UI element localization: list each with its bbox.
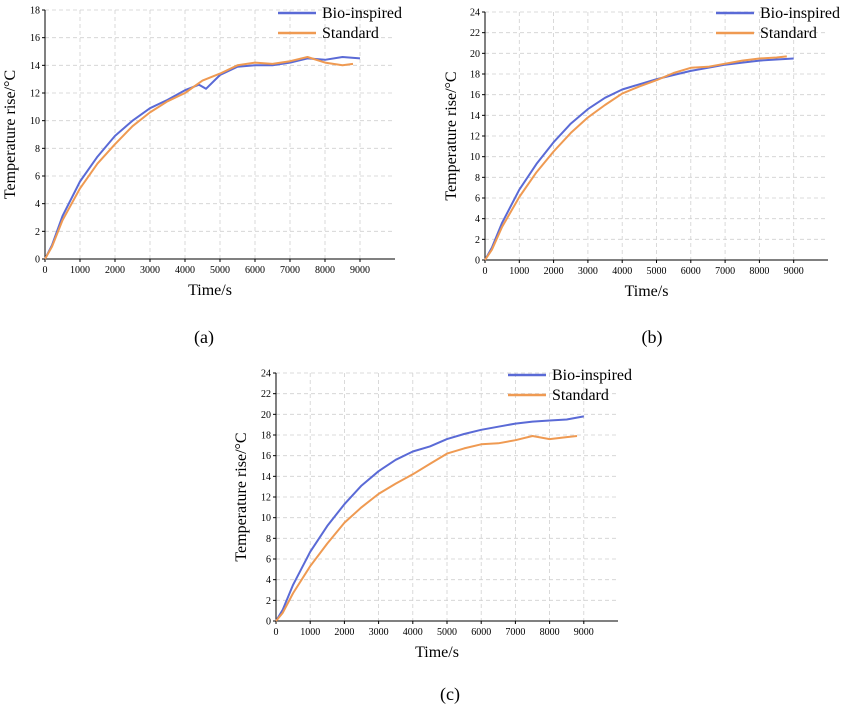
y-tick-label: 22 [470,28,480,39]
x-axis-title: Time/s [415,644,459,661]
x-tick-label: 5000 [437,627,457,638]
y-axis-title: Temperature rise/°C [443,71,460,200]
x-tick-label: 9000 [574,627,594,638]
legend-label: Bio-inspired [322,5,402,22]
x-tick-label: 3000 [578,266,598,277]
series-line-standard [484,55,787,261]
series-line-bio-inspired [44,56,361,260]
x-tick-label: 3000 [369,627,389,638]
x-tick-label: 8000 [540,627,560,638]
y-tick-label: 10 [261,513,271,524]
y-tick-label: 10 [30,116,40,127]
legend-label: Standard [760,25,817,42]
x-tick-label: 2000 [334,627,354,638]
legend-label: Standard [552,387,609,404]
y-tick-label: 2 [475,235,480,246]
y-tick-label: 4 [475,214,480,225]
y-tick-label: 16 [261,451,271,462]
x-tick-label: 6000 [471,627,491,638]
y-tick-label: 4 [266,575,271,586]
series-line-standard [275,435,578,622]
x-tick-label: 5000 [210,265,230,276]
y-tick-label: 12 [261,493,271,504]
x-tick-label: 8000 [315,265,335,276]
y-tick-label: 4 [35,199,40,210]
legend: Bio-inspired Standard [716,5,840,42]
x-tick-label: 2000 [544,266,564,277]
legend: Bio-inspired Standard [278,5,402,42]
legend-label: Bio-inspired [760,5,840,22]
y-tick-label: 6 [35,172,40,183]
x-tick-label: 4000 [403,627,423,638]
y-tick-label: 0 [475,256,480,267]
y-tick-label: 2 [35,227,40,238]
chart-panel-1: 0 1000 2000 3000 4000 5000 6000 7000 8000 9000 0 2 4… [2,5,402,348]
y-axis-title: Temperature rise/°C [233,432,250,561]
y-tick-label: 14 [30,61,40,72]
y-tick-label: 24 [261,369,271,380]
x-tick-label: 1000 [300,627,320,638]
y-tick-label: 18 [261,431,271,442]
y-tick-label: 12 [470,132,480,143]
y-tick-label: 18 [470,70,480,81]
x-tick-label: 1000 [70,265,90,276]
y-tick-label: 20 [470,49,480,60]
y-tick-label: 24 [470,8,480,19]
y-tick-label: 0 [35,255,40,266]
x-tick-label: 7000 [715,266,735,277]
x-tick-label: 6000 [245,265,265,276]
x-tick-label: 8000 [749,266,769,277]
x-tick-label: 0 [43,265,48,276]
x-tick-label: 9000 [784,266,804,277]
x-tick-label: 1000 [509,266,529,277]
panel-caption: (a) [194,327,214,348]
y-tick-label: 16 [30,33,40,44]
y-tick-label: 22 [261,389,271,400]
panel-caption: (b) [642,327,663,348]
x-tick-label: 7000 [505,627,525,638]
y-tick-label: 12 [30,89,40,100]
series-line-bio-inspired [275,415,584,622]
x-tick-label: 2000 [105,265,125,276]
y-tick-label: 18 [30,6,40,17]
y-tick-label: 6 [475,194,480,205]
legend-label: Bio-inspired [552,367,632,384]
y-tick-label: 8 [475,173,480,184]
y-tick-label: 8 [266,534,271,545]
x-tick-label: 7000 [280,265,300,276]
chart-panel-3: 0 1000 2000 3000 4000 5000 6000 7000 8000 9000024… [233,367,632,705]
y-tick-label: 2 [266,596,271,607]
y-tick-label: 14 [261,472,271,483]
y-tick-label: 14 [470,111,480,122]
x-axis-title: Time/s [625,283,669,300]
y-tick-label: 6 [266,555,271,566]
x-tick-label: 0 [274,627,279,638]
x-tick-label: 6000 [681,266,701,277]
panel-caption: (c) [440,684,460,705]
y-tick-label: 0 [266,617,271,628]
x-tick-label: 5000 [647,266,667,277]
x-tick-label: 9000 [350,265,370,276]
y-tick-label: 20 [261,410,271,421]
x-tick-label: 3000 [140,265,160,276]
y-axis-title: Temperature rise/°C [2,70,19,199]
y-tick-label: 16 [470,90,480,101]
series-line-bio-inspired [484,57,794,261]
y-tick-label: 8 [35,144,40,155]
x-axis-title: Time/s [188,282,232,299]
x-tick-label: 0 [483,266,488,277]
x-tick-label: 4000 [612,266,632,277]
chart-panel-2: 0 1000 2000 3000 4000 5000 6000 7000 8000 9000024… [443,5,840,348]
legend-label: Standard [322,25,379,42]
x-tick-label: 4000 [175,265,195,276]
y-tick-label: 10 [470,152,480,163]
legend: Bio-inspired Standard [508,367,632,404]
series-line-standard [44,56,354,260]
